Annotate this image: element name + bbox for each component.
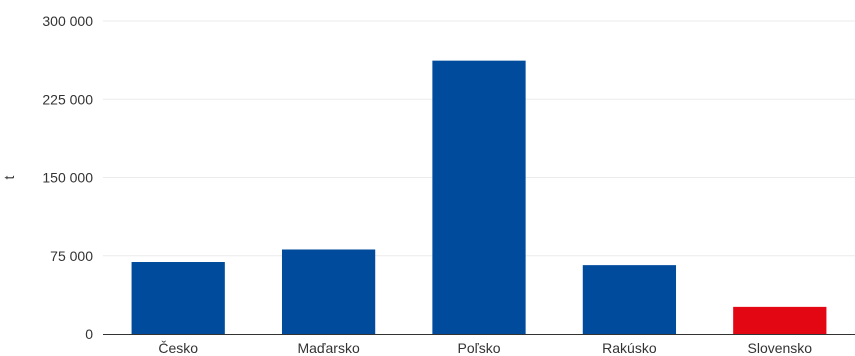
y-tick-label: 75 000 [50, 248, 93, 264]
x-tick-label: Slovensko [748, 340, 813, 356]
x-tick-label: Maďarsko [297, 340, 360, 356]
y-tick-label: 150 000 [42, 170, 93, 186]
bar-3 [432, 60, 526, 334]
x-axis-ticks: Česko Maďarsko Poľsko Rakúsko Slovensko [158, 340, 812, 356]
bars [131, 60, 827, 334]
y-tick-label: 0 [85, 326, 93, 342]
bar-1 [131, 262, 225, 334]
x-tick-label: Rakúsko [602, 340, 657, 356]
y-tick-label: 300 000 [42, 13, 93, 29]
bar-5 [733, 306, 827, 334]
x-tick-label: Poľsko [458, 340, 501, 356]
bar-4 [582, 265, 677, 334]
bar-2 [281, 249, 376, 334]
y-axis-title: t [1, 175, 17, 179]
y-tick-label: 225 000 [42, 91, 93, 107]
y-axis-ticks: 0 75 000 150 000 225 000 300 000 [42, 13, 93, 342]
x-tick-label: Česko [158, 340, 198, 356]
